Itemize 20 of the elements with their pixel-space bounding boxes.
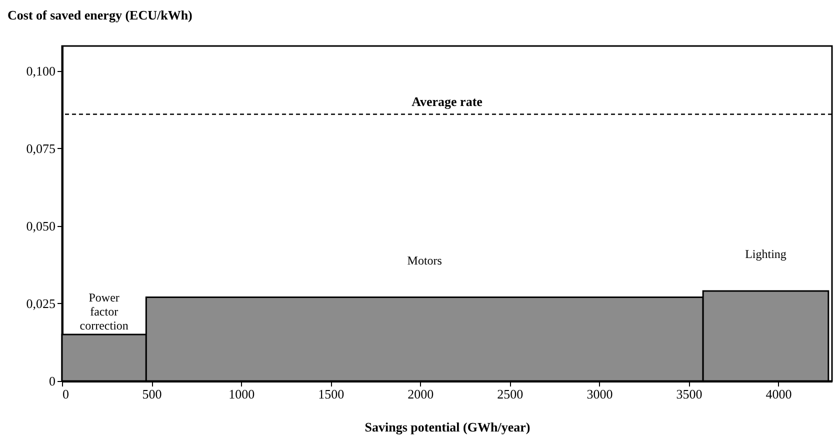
x-tick-label: 1500 xyxy=(318,386,344,402)
x-tick-label: 2500 xyxy=(497,386,524,402)
x-tick-label: 500 xyxy=(142,386,162,402)
x-tick-label: 3500 xyxy=(676,386,702,402)
ref-line-label: Average rate xyxy=(412,94,483,110)
y-axis-title: Cost of saved energy (ECU/kWh) xyxy=(8,8,192,22)
annotation: Power factor correction xyxy=(80,290,128,332)
x-tick-label: 0 xyxy=(62,386,69,402)
y-tick-label: 0,050 xyxy=(26,218,56,234)
annotation: Lighting xyxy=(745,247,786,262)
x-axis-title: Savings potential (GWh/year) xyxy=(364,420,530,434)
x-tick-label: 3000 xyxy=(586,386,613,402)
x-tick-label: 4000 xyxy=(766,386,792,402)
y-tick-label: 0,025 xyxy=(26,296,56,311)
y-tick-label: 0 xyxy=(49,374,56,388)
y-tick-label: 0,075 xyxy=(26,140,56,156)
y-tick-label: 0,100 xyxy=(26,63,56,78)
annotation: Motors xyxy=(407,253,442,268)
x-tick-label: 1000 xyxy=(228,386,255,402)
x-tick-label: 2000 xyxy=(408,386,434,402)
